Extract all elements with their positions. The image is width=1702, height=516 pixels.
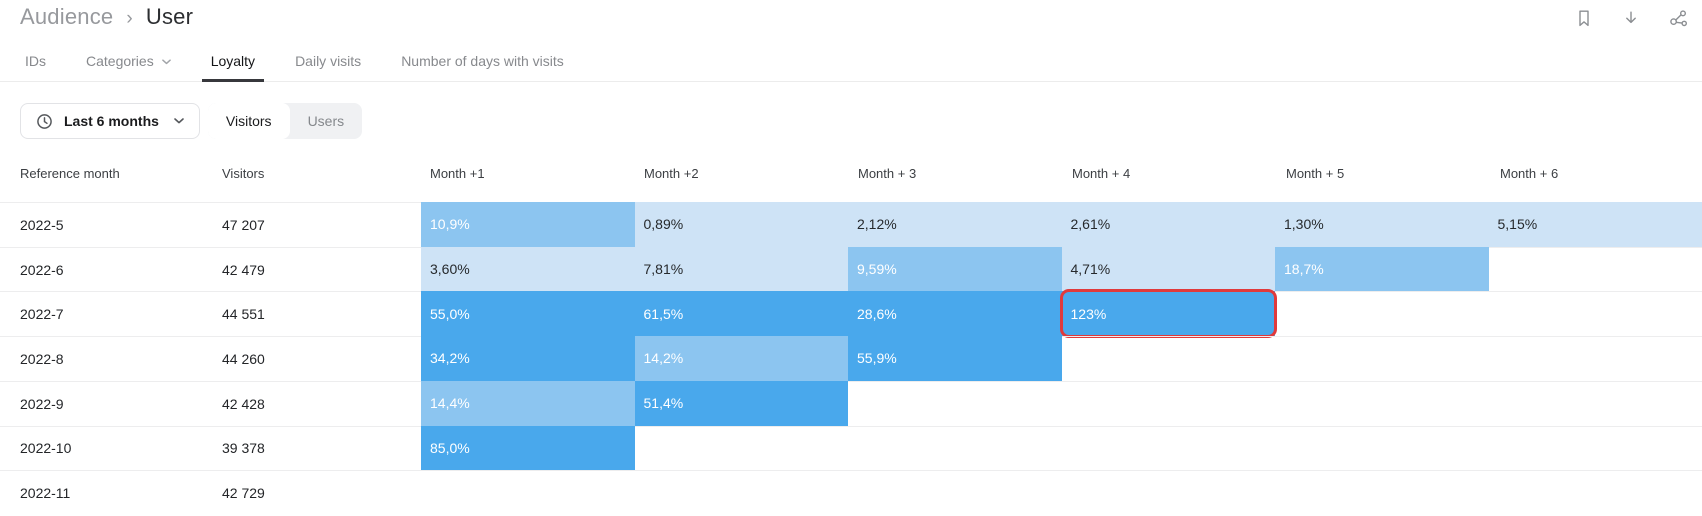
table-row: 2022-8 44 260 34,2% 14,2% 55,9%	[0, 336, 1702, 381]
cohort-cell[interactable]: 14,2%	[634, 336, 848, 381]
column-header-month-1: Month +1	[430, 166, 485, 181]
tab-label: Loyalty	[210, 52, 256, 69]
column-header-month-6: Month + 6	[1500, 166, 1559, 181]
tab-daily-visits[interactable]: Daily visits	[275, 40, 381, 81]
visitors-value: 42 428	[222, 395, 265, 412]
reference-month: 2022-9	[20, 395, 64, 412]
download-icon[interactable]	[1619, 6, 1643, 30]
table-row: 2022-7 44 551 55,0% 61,5% 28,6% 123%	[0, 289, 1702, 339]
page-title: User	[145, 4, 194, 29]
breadcrumb-section[interactable]: Audience	[20, 4, 114, 29]
tab-categories[interactable]: Categories	[66, 40, 191, 81]
visitors-value: 47 207	[222, 216, 265, 233]
column-header-visitors: Visitors	[222, 166, 265, 181]
tab-label: IDs	[25, 52, 46, 69]
column-header-month-3: Month + 3	[858, 166, 917, 181]
visitors-value: 39 378	[222, 440, 265, 457]
table-row: 2022-11 42 729	[0, 470, 1702, 515]
column-header-month-4: Month + 4	[1072, 166, 1131, 181]
report-tabs: IDs Categories Loyalty Daily visits Numb…	[0, 40, 1702, 82]
date-range-button[interactable]: Last 6 months	[20, 103, 200, 139]
reference-month: 2022-10	[20, 440, 72, 457]
cohort-cell[interactable]: 55,0%	[421, 291, 635, 337]
tab-loyalty[interactable]: Loyalty	[191, 40, 275, 82]
mode-toggle: Visitors Users	[207, 103, 363, 139]
reference-month: 2022-7	[20, 306, 64, 323]
bookmark-icon[interactable]	[1572, 6, 1596, 30]
toggle-option-visitors[interactable]: Visitors	[207, 103, 290, 139]
table-row: 2022-5 47 207 10,9% 0,89% 2,12% 2,61% 1,30% 5,1…	[0, 202, 1702, 247]
reference-month: 2022-5	[20, 216, 64, 233]
table-body: 2022-5 47 207 10,9% 0,89% 2,12% 2,61% 1,30% 5,1…	[0, 202, 1702, 515]
clock-icon	[37, 113, 52, 129]
cohort-cell[interactable]: 1,30%	[1275, 202, 1489, 247]
breadcrumb: Audience › User	[20, 4, 193, 30]
visitors-value: 42 729	[222, 485, 265, 502]
tab-ids[interactable]: IDs	[5, 40, 66, 81]
tab-number-of-days-with-visits[interactable]: Number of days with visits	[381, 40, 584, 81]
column-header-month-5: Month + 5	[1286, 166, 1345, 181]
breadcrumb-separator: ›	[126, 8, 133, 29]
cohort-cell[interactable]: 55,9%	[848, 336, 1062, 381]
report-controls: Last 6 months Visitors Users	[20, 103, 363, 139]
cohort-cell[interactable]: 3,60%	[421, 246, 635, 292]
chevron-down-icon	[174, 118, 184, 124]
tab-label: Categories	[86, 52, 154, 69]
cohort-cell[interactable]: 85,0%	[421, 425, 635, 471]
reference-month: 2022-6	[20, 261, 64, 278]
visitors-value: 44 551	[222, 306, 265, 323]
table-row: 2022-10 39 378 85,0%	[0, 425, 1702, 471]
visitors-value: 44 260	[222, 350, 265, 367]
cohort-cell[interactable]: 28,6%	[848, 291, 1062, 337]
cohort-cell[interactable]: 4,71%	[1061, 246, 1275, 292]
column-header-month-2: Month +2	[644, 166, 699, 181]
cohort-cell[interactable]: 5,15%	[1488, 202, 1702, 247]
table-row: 2022-9 42 428 14,4% 51,4%	[0, 380, 1702, 426]
cohort-cell[interactable]: 61,5%	[634, 291, 848, 337]
cohort-cell[interactable]: 14,4%	[421, 380, 635, 426]
tab-label: Number of days with visits	[401, 52, 564, 69]
cohort-cell[interactable]: 0,89%	[634, 202, 848, 247]
cohort-cell[interactable]: 10,9%	[421, 202, 635, 247]
share-icon[interactable]	[1666, 6, 1690, 30]
reference-month: 2022-11	[20, 485, 71, 502]
cohort-cell[interactable]: 51,4%	[634, 380, 848, 426]
cohort-cell[interactable]: 2,61%	[1061, 202, 1275, 247]
toggle-option-users[interactable]: Users	[307, 113, 345, 129]
cohort-cell[interactable]: 9,59%	[848, 246, 1062, 292]
cohort-cell[interactable]: 7,81%	[634, 246, 848, 292]
cohort-cell[interactable]: 34,2%	[421, 336, 635, 381]
column-header-reference-month: Reference month	[20, 166, 120, 181]
date-range-label: Last 6 months	[64, 113, 159, 129]
table-row: 2022-6 42 479 3,60% 7,81% 9,59% 4,71% 18,7%	[0, 246, 1702, 292]
visitors-value: 42 479	[222, 261, 265, 278]
reference-month: 2022-8	[20, 350, 64, 367]
cohort-cell[interactable]: 2,12%	[848, 202, 1062, 247]
topbar-actions	[1572, 6, 1690, 30]
tab-label: Daily visits	[295, 52, 362, 69]
highlight-ring	[1059, 289, 1277, 339]
cohort-cell[interactable]: 18,7%	[1275, 246, 1489, 292]
cohort-cell[interactable]: 123%	[1059, 289, 1277, 339]
chevron-down-icon	[161, 58, 171, 64]
